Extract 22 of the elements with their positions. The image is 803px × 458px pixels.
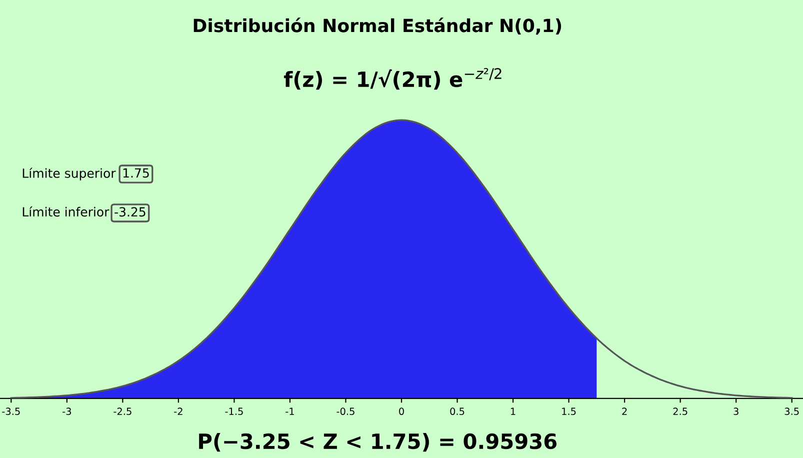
x-tick-label: 1.5 bbox=[562, 408, 576, 416]
annotation: Límite superior bbox=[22, 168, 116, 180]
annotation: Límite inferior bbox=[22, 206, 110, 217]
text: f(z) = 1/√(2π) e$^{−z²/2}$ bbox=[284, 68, 502, 90]
x-tick-label: -3.5 bbox=[2, 408, 20, 416]
chart-title: Distribución Normal Estándar N(0,1) bbox=[194, 18, 562, 35]
x-tick-label: -2 bbox=[174, 408, 182, 415]
x-tick-label: 1 bbox=[511, 408, 516, 415]
x-tick-label: 3 bbox=[734, 408, 738, 416]
x-tick-label: -3 bbox=[62, 408, 71, 416]
x-tick-label: -2.5 bbox=[114, 408, 132, 416]
x-tick-label: 3.5 bbox=[784, 408, 799, 416]
x-tick-label: -0.5 bbox=[336, 408, 354, 416]
x-tick-label: 0 bbox=[399, 408, 404, 416]
annotation: 1.75 bbox=[123, 168, 149, 178]
annotation: -3.25 bbox=[114, 207, 146, 217]
x-tick-label: 0.5 bbox=[450, 408, 464, 416]
text: P(−3.25 < Z < 1.75) = 0.95936 bbox=[199, 433, 557, 452]
x-tick-label: 2 bbox=[622, 408, 627, 415]
x-tick-label: 2.5 bbox=[673, 408, 688, 416]
x-tick-label: -1.5 bbox=[225, 408, 243, 416]
x-tick-label: -1 bbox=[286, 408, 294, 415]
